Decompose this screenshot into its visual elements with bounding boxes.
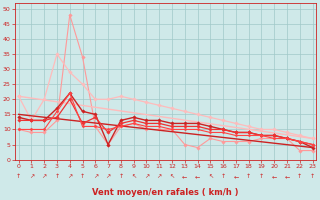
X-axis label: Vent moyen/en rafales ( km/h ): Vent moyen/en rafales ( km/h ) bbox=[92, 188, 239, 197]
